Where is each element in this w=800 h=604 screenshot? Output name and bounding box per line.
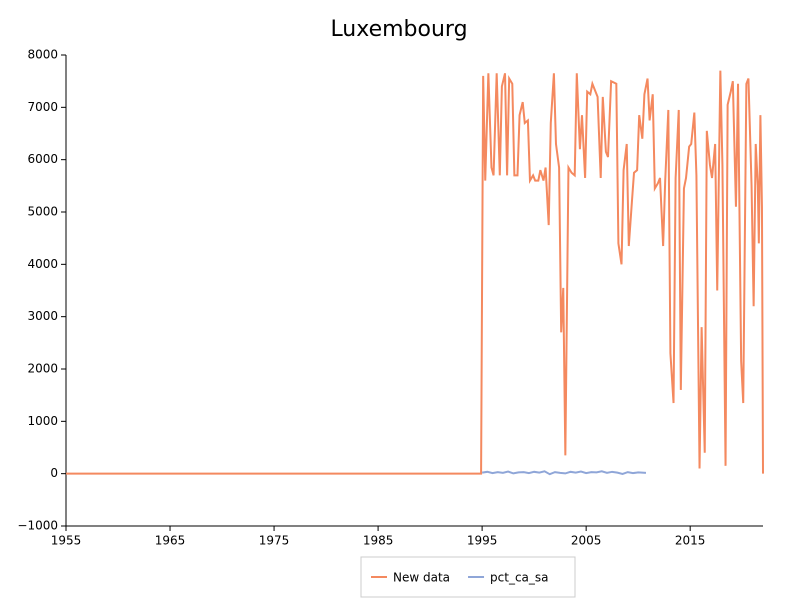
chart-title: Luxembourg	[330, 17, 467, 42]
x-tick-label: 1995	[467, 534, 498, 548]
legend	[360, 556, 576, 598]
y-tick-label: 0	[50, 466, 58, 480]
y-tick-label: 4000	[27, 257, 58, 271]
x-tick-label: 2005	[571, 534, 602, 548]
y-tick-label: 8000	[27, 48, 58, 62]
y-tick-label: −1000	[17, 519, 58, 533]
x-tick-label: 1955	[51, 534, 82, 548]
y-tick-label: 2000	[27, 362, 58, 376]
y-tick-label: 6000	[27, 152, 58, 166]
series-line	[481, 470, 647, 476]
x-tick-label: 1975	[259, 534, 290, 548]
x-tick-label: 1965	[155, 534, 186, 548]
y-tick-label: 3000	[27, 309, 58, 323]
x-tick-label: 2015	[675, 534, 706, 548]
legend-label: New data	[393, 571, 450, 585]
series-line	[66, 70, 764, 475]
y-tick-label: 7000	[27, 100, 58, 114]
y-tick-label: 1000	[27, 414, 58, 428]
legend-label: pct_ca_sa	[490, 571, 548, 585]
x-tick-label: 1985	[363, 534, 394, 548]
y-tick-label: 5000	[27, 205, 58, 219]
